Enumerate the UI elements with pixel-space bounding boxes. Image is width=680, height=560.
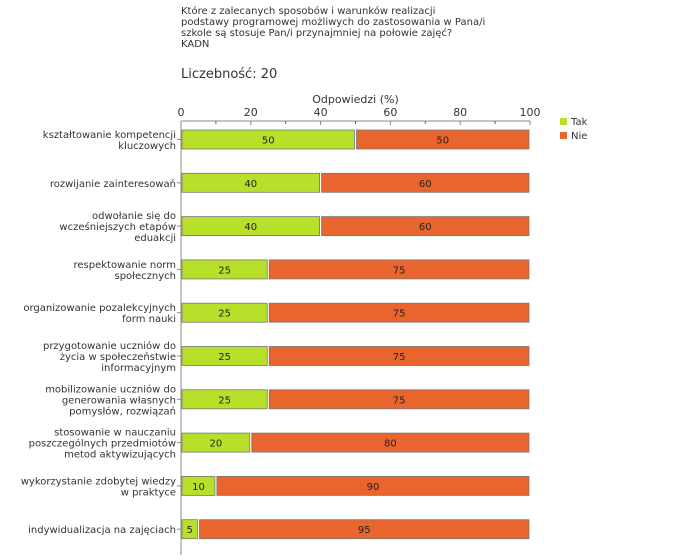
x-tick-label: 20 <box>244 106 258 119</box>
data-label: 80 <box>384 439 397 450</box>
data-label: 50 <box>262 136 275 147</box>
title-line-1: Które z zalecanych sposobów i warunków r… <box>181 6 436 17</box>
category-label: generowania własnych <box>62 395 176 406</box>
category-label: w praktyce <box>121 487 176 498</box>
category-label: indywidualizacja na zajęciach <box>28 525 176 536</box>
bar-segment-nie <box>268 259 530 280</box>
category-label: mobilizowanie uczniów do <box>45 383 176 395</box>
data-label: 75 <box>393 395 406 406</box>
bar-segment-tak <box>181 259 268 280</box>
category-label: kluczowych <box>118 141 176 152</box>
data-label: 60 <box>419 179 432 190</box>
category-label: informacyjnym <box>101 363 176 374</box>
x-tick-label: 0 <box>178 106 185 119</box>
bar-segment-tak <box>181 302 268 323</box>
title-line-4: KADN <box>181 39 210 50</box>
bar-segment-tak <box>181 216 321 237</box>
bar-segment-nie <box>356 129 530 150</box>
x-tick-label: 80 <box>453 106 467 119</box>
x-tick-label: 60 <box>383 106 397 119</box>
x-tick-label: 40 <box>314 106 328 119</box>
bar-segment-nie <box>268 302 530 323</box>
data-label: 20 <box>210 439 223 450</box>
category-label: respektowanie norm <box>74 260 176 271</box>
data-label: 75 <box>393 352 406 363</box>
bar-segment-nie <box>321 216 530 237</box>
data-label: 95 <box>358 525 371 536</box>
title-line-3: szkole są stosuje Pan/i przynajmniej na … <box>181 28 453 39</box>
data-label: 50 <box>436 136 449 147</box>
data-label: 25 <box>218 352 231 363</box>
category-label: przygotowanie uczniów do <box>43 340 176 352</box>
bar-segment-nie <box>268 389 530 410</box>
legend-label-nie: Nie <box>571 131 587 142</box>
data-label: 75 <box>393 265 406 276</box>
x-axis-label: Odpowiedzi (%) <box>312 93 399 106</box>
legend-label-tak: Tak <box>570 117 588 128</box>
legend-swatch-nie <box>560 132 567 139</box>
category-label: metod aktywizujących <box>64 450 176 461</box>
data-label: 10 <box>192 482 205 493</box>
data-label: 40 <box>244 222 257 233</box>
bar-segment-nie <box>216 475 530 496</box>
category-label: organizowanie pozalekcyjnych <box>23 303 176 314</box>
bar-segment-tak <box>181 519 198 540</box>
bar-segment-nie <box>251 432 530 453</box>
category-label: pomysłów, rozwiązań <box>69 405 176 417</box>
category-label: życia w społeczeństwie <box>60 351 176 363</box>
bar-segment-nie <box>268 346 530 366</box>
category-label: stosowanie w nauczaniu <box>54 428 176 439</box>
category-label: rozwijanie zainteresowań <box>50 178 176 190</box>
category-label: poszczególnych przedmiotów <box>29 438 176 450</box>
data-label: 75 <box>393 309 406 320</box>
data-label: 5 <box>187 525 193 536</box>
data-label: 25 <box>218 265 231 276</box>
bar-segment-tak <box>181 346 268 366</box>
bar-segment-nie <box>321 172 530 193</box>
bar-segment-nie <box>199 519 530 540</box>
category-label: odwołanie się do <box>92 211 176 222</box>
bar-segment-tak <box>181 475 216 496</box>
category-label: wcześniejszych etapów <box>59 221 176 233</box>
data-label: 40 <box>244 179 257 190</box>
category-label: kształtowanie kompetencji <box>43 130 176 141</box>
category-label: społecznych <box>114 271 176 282</box>
data-label: 60 <box>419 222 432 233</box>
category-label: wykorzystanie zdobytej wiedzy <box>21 476 176 487</box>
legend-swatch-tak <box>560 118 567 125</box>
title-line-2: podstawy programowej możliwych do zastos… <box>181 17 486 28</box>
bar-segment-tak <box>181 129 355 150</box>
bar-segment-tak <box>181 389 268 410</box>
data-label: 25 <box>218 395 231 406</box>
data-label: 90 <box>367 482 380 493</box>
category-label: form nauki <box>122 314 176 325</box>
bar-segment-tak <box>181 172 321 193</box>
x-tick-label: 100 <box>520 106 541 119</box>
data-label: 25 <box>218 309 231 320</box>
category-label: eduakcji <box>134 233 176 244</box>
sample-size: Liczebność: 20 <box>181 67 277 82</box>
count-value: 20 <box>260 67 278 82</box>
bar-segment-tak <box>181 432 251 453</box>
chart-title: Które z zalecanych sposobów i warunków r… <box>181 6 581 50</box>
count-label: Liczebność: <box>181 67 257 82</box>
